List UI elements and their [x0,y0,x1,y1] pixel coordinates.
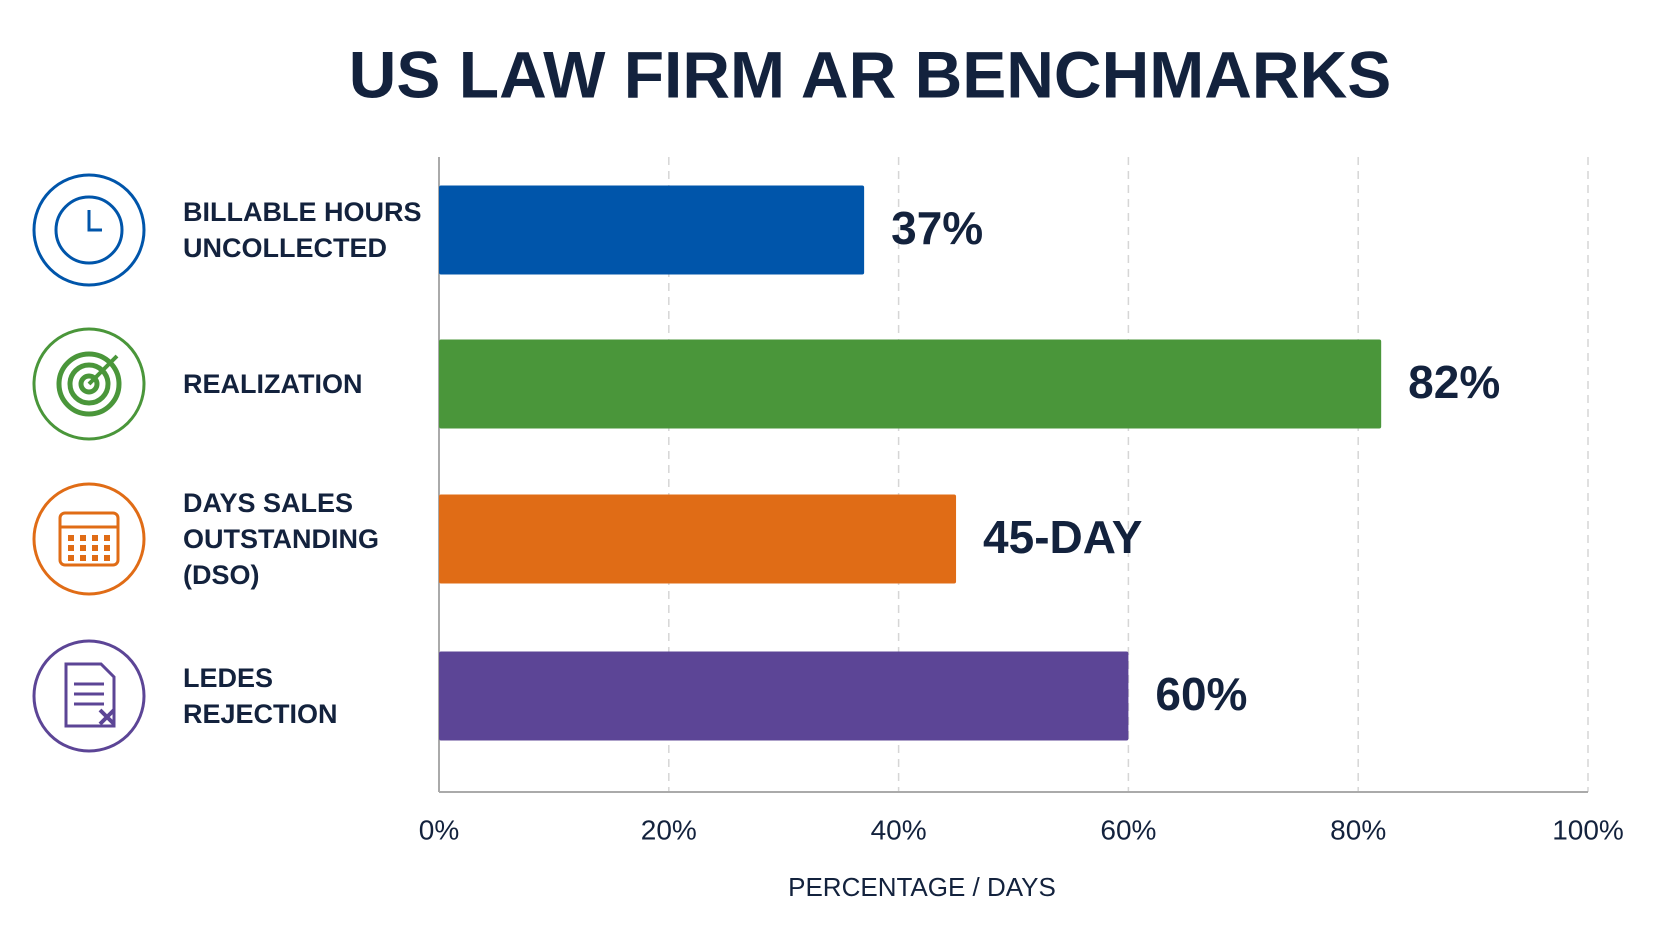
x-tick-label: 40% [871,814,927,845]
icon-glyph [56,351,122,417]
icon-glyph [98,708,116,726]
x-tick-label: 0% [419,814,459,845]
icon-glyph [92,545,98,551]
icon-glyph [80,545,86,551]
icon-glyph [67,362,111,406]
icon-glyph [80,535,86,541]
icon-glyph [64,662,116,728]
icon-glyph [104,545,110,551]
x-tick-label: 100% [1552,814,1624,845]
icon-ring [32,482,146,596]
bar [439,651,1129,741]
value-label: 60% [1155,668,1247,720]
category-icon [32,173,146,287]
icon-ring [32,173,146,287]
bar [439,339,1382,429]
icon-glyph [68,545,74,551]
icon-ring [32,327,146,441]
icon-glyph [68,535,74,541]
icon-glyph [68,555,74,561]
value-label: 37% [891,202,983,254]
category-icon [32,327,146,441]
icon-glyph [58,511,120,567]
value-label: 45-DAY [983,511,1142,563]
icon-glyph [78,373,100,395]
chart-title: US LAW FIRM AR BENCHMARKS [349,37,1392,111]
category-label: DAYS SALES OUTSTANDING (DSO) [183,488,379,590]
icon-glyph [54,195,124,265]
bar [439,185,865,275]
icon-glyph [92,535,98,541]
category-label: REALIZATION [183,369,363,399]
icon-glyph [92,555,98,561]
icon-glyph [80,555,86,561]
category-icon [32,482,146,596]
x-tick-label: 60% [1100,814,1156,845]
icon-glyph [87,354,119,386]
bar [439,494,957,584]
icon-glyph [104,555,110,561]
icon-glyph [87,210,102,232]
category-label: LEDES REJECTION [183,663,338,729]
icon-ring [32,639,146,753]
x-tick-label: 20% [641,814,697,845]
category-label: BILLABLE HOURS UNCOLLECTED [183,197,422,263]
x-tick-label: 80% [1330,814,1386,845]
category-icon [32,639,146,753]
value-label: 82% [1408,356,1500,408]
x-axis-label: PERCENTAGE / DAYS [788,872,1056,902]
icon-glyph [104,535,110,541]
